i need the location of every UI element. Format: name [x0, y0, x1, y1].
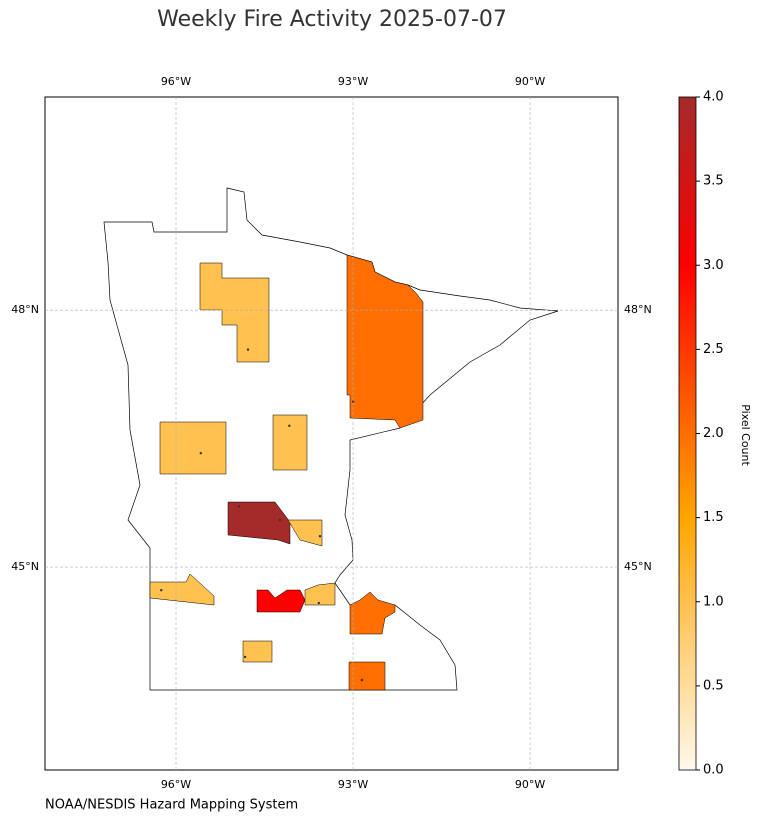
- fire-detection: [360, 678, 364, 682]
- colorbar-tick-label: 1.0: [703, 594, 724, 609]
- colorbar-tick-label: 0.5: [703, 678, 724, 693]
- county-layer: [149, 254, 424, 691]
- county: [287, 519, 323, 547]
- fire-detection: [317, 601, 321, 605]
- colorbar-tick-label: 3.0: [703, 258, 724, 273]
- colorbar-tick-label: 2.5: [703, 342, 724, 357]
- lon-label-top: 90°W: [515, 75, 545, 88]
- colorbar-tick-label: 3.5: [703, 174, 724, 189]
- county: [159, 421, 227, 475]
- colorbar-tick-label: 1.5: [703, 510, 724, 525]
- lat-label-right: 45°N: [624, 560, 652, 573]
- county: [149, 573, 215, 606]
- lon-label-top: 96°W: [161, 75, 191, 88]
- lon-label-top: 93°W: [338, 75, 368, 88]
- fire-detection: [288, 424, 291, 427]
- county: [304, 582, 336, 606]
- county: [242, 640, 273, 663]
- county: [199, 262, 270, 363]
- lon-label-bottom: 93°W: [338, 778, 368, 791]
- fire-detection: [243, 655, 247, 659]
- colorbar-tick-label: 4.0: [703, 90, 724, 105]
- county: [349, 591, 396, 635]
- state-outline: [103, 187, 559, 691]
- map-title: Weekly Fire Activity 2025-07-07: [157, 7, 507, 32]
- county: [348, 661, 386, 691]
- lat-label-left: 48°N: [11, 303, 39, 316]
- lon-label-bottom: 96°W: [161, 778, 191, 791]
- fire-detection: [351, 400, 355, 404]
- lon-label-bottom: 90°W: [515, 778, 545, 791]
- county: [227, 501, 291, 545]
- lat-label-right: 48°N: [624, 303, 652, 316]
- county: [346, 254, 424, 429]
- fire-detection: [318, 535, 322, 538]
- fire-detection: [199, 451, 202, 455]
- fire-detection: [237, 505, 241, 508]
- source-note: NOAA/NESDIS Hazard Mapping System: [45, 798, 298, 813]
- fire-detection: [246, 348, 250, 351]
- colorbar: [678, 96, 697, 771]
- colorbar-label: Pixel Count: [739, 404, 752, 466]
- county: [272, 414, 308, 471]
- fire-detection: [160, 588, 163, 592]
- county: [256, 589, 306, 613]
- lat-label-left: 45°N: [11, 560, 39, 573]
- colorbar-tick-label: 0.0: [703, 763, 724, 778]
- fire-detection: [278, 518, 282, 522]
- colorbar-tick-label: 2.0: [703, 426, 724, 441]
